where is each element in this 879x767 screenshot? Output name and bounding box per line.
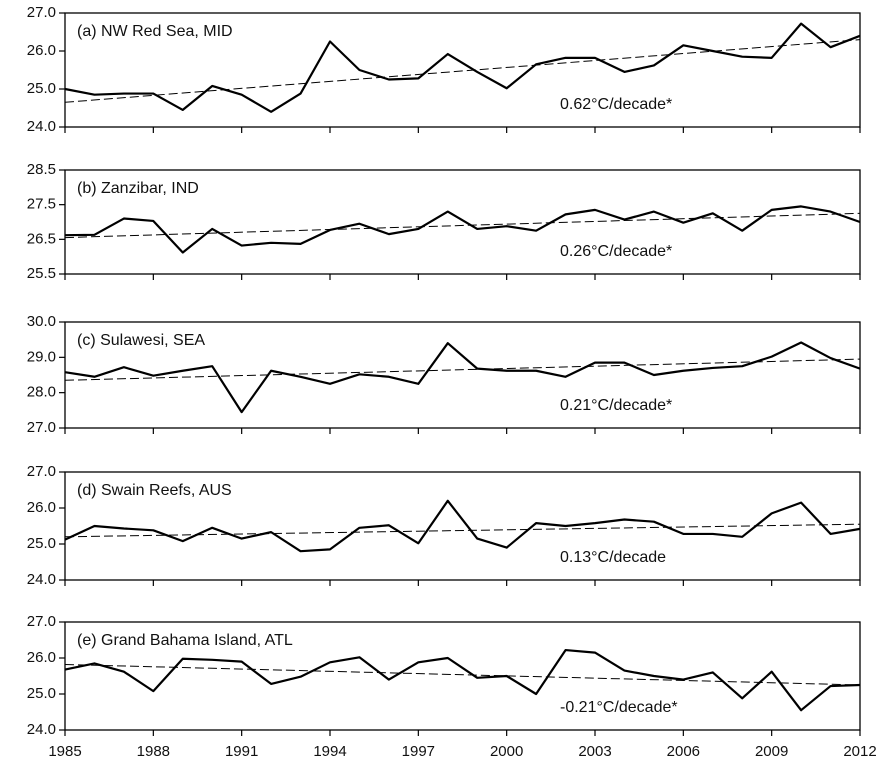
y-tick-label: 26.0 (27, 42, 56, 59)
data-line (64, 22, 861, 113)
x-tick-label: 2000 (490, 743, 523, 760)
trend-annotation: 0.26°C/decade* (560, 243, 672, 260)
y-tick-label: 26.5 (27, 230, 56, 247)
y-tick-label: 26.0 (27, 499, 56, 516)
trend-line (64, 663, 861, 686)
data-line (64, 205, 861, 254)
panel-title: (a) NW Red Sea, MID (77, 23, 233, 40)
y-tick-label: 28.5 (27, 161, 56, 178)
y-tick-label: 27.5 (27, 196, 56, 213)
plot-frame (64, 12, 861, 128)
y-tick-label: 29.0 (27, 348, 56, 365)
x-tick-label: 2006 (667, 743, 700, 760)
y-tick-label: 27.0 (27, 613, 56, 630)
y-tick-label: 25.0 (27, 685, 56, 702)
trend-annotation: -0.21°C/decade* (560, 699, 678, 716)
panel-title: (b) Zanzibar, IND (77, 180, 199, 197)
x-tick-label: 2012 (843, 743, 876, 760)
x-tick-label: 1985 (48, 743, 81, 760)
x-tick-label: 1991 (225, 743, 258, 760)
y-tick-label: 28.0 (27, 384, 56, 401)
data-line (64, 341, 861, 414)
plot-frame (64, 321, 861, 429)
trend-annotation: 0.21°C/decade* (560, 397, 672, 414)
plot-frame (64, 621, 861, 731)
x-tick-label: 1997 (402, 743, 435, 760)
y-tick-label: 27.0 (27, 419, 56, 436)
panel-title: (e) Grand Bahama Island, ATL (77, 632, 293, 649)
x-tick-label: 1994 (313, 743, 346, 760)
trend-line (64, 358, 861, 381)
y-tick-label: 25.5 (27, 265, 56, 282)
x-tick-label: 1988 (137, 743, 170, 760)
trend-annotation: 0.62°C/decade* (560, 96, 672, 113)
y-tick-label: 24.0 (27, 721, 56, 738)
panel-title: (d) Swain Reefs, AUS (77, 482, 232, 499)
y-tick-label: 27.0 (27, 463, 56, 480)
y-tick-label: 30.0 (27, 313, 56, 330)
data-line (64, 648, 861, 712)
y-tick-label: 27.0 (27, 4, 56, 21)
trend-line (64, 523, 861, 538)
y-tick-label: 24.0 (27, 118, 56, 135)
x-tick-label: 2003 (578, 743, 611, 760)
y-tick-label: 25.0 (27, 535, 56, 552)
data-line (64, 499, 861, 553)
y-tick-label: 25.0 (27, 80, 56, 97)
trend-line (64, 212, 861, 239)
plot-frame (64, 471, 861, 581)
panel-title: (c) Sulawesi, SEA (77, 332, 205, 349)
y-tick-label: 24.0 (27, 571, 56, 588)
y-tick-label: 26.0 (27, 649, 56, 666)
x-tick-label: 2009 (755, 743, 788, 760)
trend-annotation: 0.13°C/decade (560, 549, 666, 566)
trend-line (64, 39, 861, 103)
